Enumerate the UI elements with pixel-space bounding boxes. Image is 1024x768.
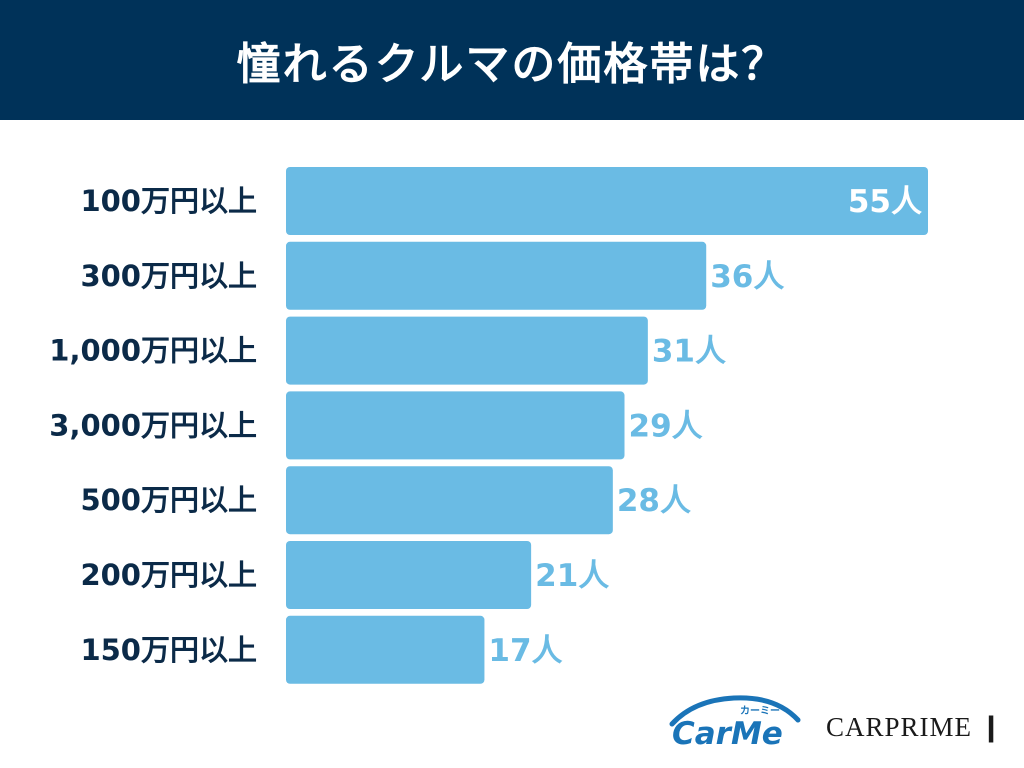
category-label: 3,000万円以上: [49, 408, 257, 442]
bar: [286, 316, 648, 385]
value-label: 21人: [535, 558, 609, 594]
carprime-wordmark: CARPRIME: [826, 712, 973, 742]
carme-kana: カーミー: [740, 705, 780, 717]
bar: [286, 615, 485, 684]
value-label: 55人: [848, 184, 922, 220]
header-banner: 憧れるクルマの価格帯は？: [0, 0, 1024, 120]
bar: [286, 167, 928, 235]
carme-logo: カーミー CarMe: [669, 695, 801, 750]
category-label: 1,000万円以上: [49, 334, 257, 368]
bar: [286, 391, 625, 460]
value-label: 31人: [652, 334, 726, 370]
category-label: 300万円以上: [80, 259, 257, 293]
carprime-mark-icon: ❙: [972, 712, 1004, 742]
category-label: 500万円以上: [80, 483, 257, 517]
value-label: 29人: [629, 408, 703, 444]
value-label: 36人: [710, 259, 784, 295]
car-roof-icon: [669, 695, 801, 727]
carprime-logo: CARPRIME ❙: [826, 712, 1003, 743]
carme-wordmark: CarMe: [672, 716, 783, 750]
category-label: 200万円以上: [80, 558, 257, 592]
chart-title: 憧れるクルマの価格帯は？: [236, 39, 788, 90]
value-label: 17人: [488, 633, 562, 669]
value-label: 28人: [617, 483, 691, 519]
bar: [286, 241, 707, 310]
category-label: 100万円以上: [80, 184, 257, 218]
bar: [286, 466, 613, 535]
category-label: 150万円以上: [80, 633, 257, 667]
bar: [286, 541, 532, 609]
